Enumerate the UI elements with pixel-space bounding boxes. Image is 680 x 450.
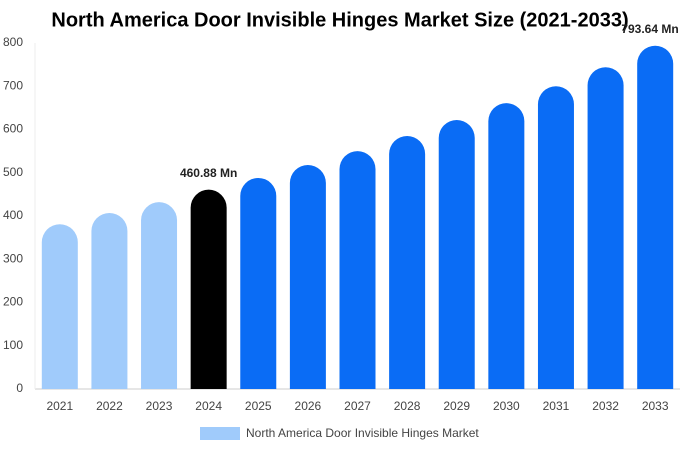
- value-label: 793.64 Mn: [621, 22, 678, 36]
- y-tick-label: 0: [16, 381, 23, 395]
- bar: [240, 177, 277, 389]
- bar: [438, 119, 475, 390]
- bar: [289, 164, 326, 389]
- bar: [488, 103, 525, 389]
- legend-swatch: [200, 427, 240, 440]
- x-tick-label: 2027: [344, 399, 371, 413]
- bar: [537, 86, 574, 389]
- legend-label: North America Door Invisible Hinges Mark…: [246, 426, 479, 440]
- bar: [91, 212, 128, 389]
- x-tick-label: 2022: [96, 399, 123, 413]
- y-tick-label: 500: [3, 165, 23, 179]
- y-tick-label: 300: [3, 251, 23, 265]
- x-tick-label: 2032: [592, 399, 619, 413]
- x-tick-label: 2024: [195, 399, 222, 413]
- chart-title: North America Door Invisible Hinges Mark…: [51, 9, 628, 31]
- value-label: 460.88 Mn: [180, 166, 237, 180]
- bar: [587, 67, 624, 389]
- x-tick-label: 2031: [543, 399, 570, 413]
- y-tick-label: 100: [3, 338, 23, 352]
- y-tick-label: 800: [3, 35, 23, 49]
- y-tick-label: 200: [3, 295, 23, 309]
- x-tick-label: 2029: [443, 399, 470, 413]
- x-tick-label: 2025: [245, 399, 272, 413]
- y-tick-label: 600: [3, 122, 23, 136]
- bar: [190, 189, 227, 389]
- bar: [339, 151, 376, 389]
- y-tick-label: 400: [3, 208, 23, 222]
- y-tick-label: 700: [3, 78, 23, 92]
- x-tick-label: 2026: [295, 399, 322, 413]
- bar: [389, 135, 426, 389]
- x-tick-label: 2028: [394, 399, 421, 413]
- bar: [141, 202, 178, 389]
- bar: [41, 224, 78, 389]
- x-tick-label: 2021: [46, 399, 73, 413]
- x-tick-label: 2023: [146, 399, 173, 413]
- x-tick-label: 2033: [642, 399, 669, 413]
- x-tick-label: 2030: [493, 399, 520, 413]
- bar: [637, 45, 674, 389]
